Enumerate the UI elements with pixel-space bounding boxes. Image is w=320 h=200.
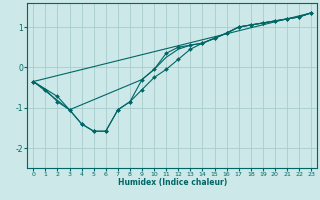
X-axis label: Humidex (Indice chaleur): Humidex (Indice chaleur)	[118, 178, 227, 187]
